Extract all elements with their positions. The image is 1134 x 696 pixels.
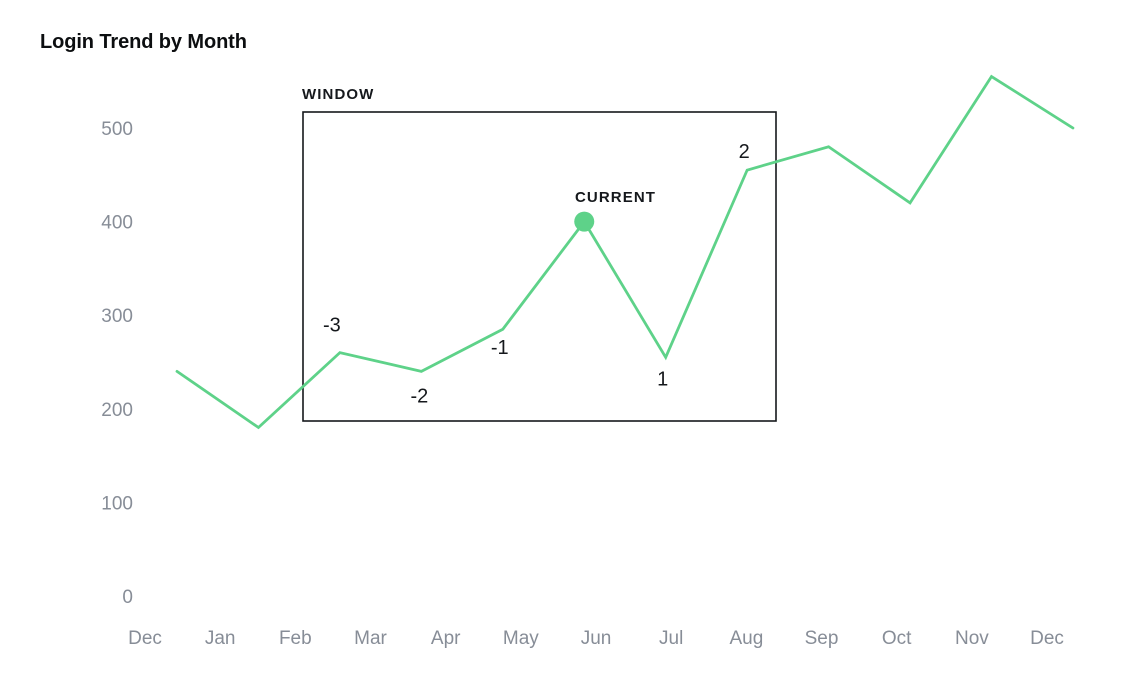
x-axis-month-label: Oct bbox=[882, 628, 912, 649]
window-offset-label--1: -1 bbox=[491, 337, 509, 359]
window-label: WINDOW bbox=[302, 86, 374, 103]
x-axis-month-label: Jun bbox=[581, 628, 612, 649]
y-axis-tick-label: 0 bbox=[122, 587, 133, 608]
y-axis-tick-label: 200 bbox=[101, 400, 133, 421]
y-axis-tick-label: 400 bbox=[101, 213, 133, 234]
x-axis-month-label: Apr bbox=[431, 628, 461, 649]
x-axis-month-label: Aug bbox=[729, 628, 763, 649]
y-axis-tick-label: 300 bbox=[101, 306, 133, 327]
x-axis-month-label: Sep bbox=[805, 628, 839, 649]
x-axis-month-label: Jan bbox=[205, 628, 236, 649]
x-axis-month-label: Nov bbox=[955, 628, 989, 649]
window-offset-label--3: -3 bbox=[323, 315, 341, 337]
window-offset-label-2: 2 bbox=[739, 141, 750, 163]
current-label: CURRENT bbox=[575, 189, 656, 206]
window-box bbox=[302, 111, 777, 422]
window-offset-label--2: -2 bbox=[410, 385, 428, 407]
x-axis-month-label: Jul bbox=[659, 628, 683, 649]
x-axis-month-label: Dec bbox=[128, 628, 162, 649]
window-offset-label-1: 1 bbox=[657, 368, 668, 390]
x-axis-month-label: Dec bbox=[1030, 628, 1064, 649]
y-axis-tick-label: 100 bbox=[101, 493, 133, 514]
trend-line bbox=[175, 74, 1075, 430]
y-axis-tick-label: 500 bbox=[101, 119, 133, 140]
current-point-marker bbox=[574, 211, 595, 232]
chart-title: Login Trend by Month bbox=[40, 31, 247, 53]
x-axis-month-label: Feb bbox=[279, 628, 312, 649]
x-axis-month-label: May bbox=[503, 628, 539, 649]
x-axis-month-label: Mar bbox=[354, 628, 387, 649]
